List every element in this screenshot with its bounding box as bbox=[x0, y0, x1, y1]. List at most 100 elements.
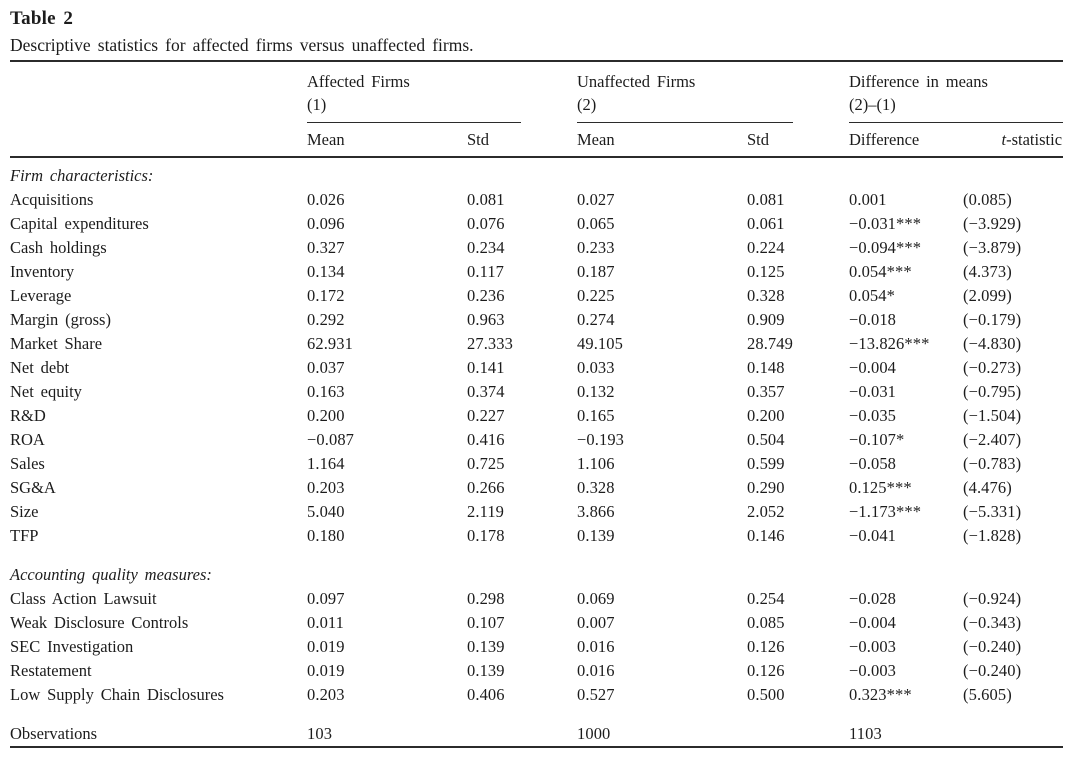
row-label: Cash holdings bbox=[10, 238, 107, 257]
table-cell: −0.087 bbox=[307, 430, 355, 449]
row-label: Capital expenditures bbox=[10, 214, 149, 233]
table-row: R&D 0.200 0.227 0.165 0.200 −0.035 (−1.504) bbox=[10, 404, 1063, 428]
table-cell: 0.139 bbox=[467, 661, 505, 680]
table-cell: 0.203 bbox=[307, 685, 345, 704]
table-cell: (−2.407) bbox=[963, 430, 1022, 449]
table-cell: 27.333 bbox=[467, 334, 513, 353]
table-cell: (4.476) bbox=[963, 478, 1012, 497]
section-header: Firm characteristics: bbox=[10, 166, 154, 185]
col-header-difference: Difference bbox=[849, 124, 963, 158]
table-cell: 0.146 bbox=[747, 526, 785, 545]
table-cell: 0.096 bbox=[307, 214, 345, 233]
table-cell: (0.085) bbox=[963, 190, 1012, 209]
table-cell: 0.148 bbox=[747, 358, 785, 377]
table-cell: 28.749 bbox=[747, 334, 793, 353]
row-label: SEC Investigation bbox=[10, 637, 134, 656]
row-label: Margin (gross) bbox=[10, 310, 111, 329]
table-cell: (2.099) bbox=[963, 286, 1012, 305]
group-header-unaffected: Unaffected Firms (2) bbox=[577, 61, 849, 124]
table-row: Sales 1.164 0.725 1.106 0.599 −0.058 (−0.783) bbox=[10, 452, 1063, 476]
table-row: Weak Disclosure Controls 0.011 0.107 0.007 0… bbox=[10, 611, 1063, 635]
table-cell: 0.200 bbox=[307, 406, 345, 425]
table-cell: 0.225 bbox=[577, 286, 615, 305]
empty-corner-cell bbox=[10, 61, 307, 124]
table-cell: 0.065 bbox=[577, 214, 615, 233]
group-difference-number: (2)–(1) bbox=[849, 95, 896, 114]
table-cell: (−5.331) bbox=[963, 502, 1022, 521]
table-cell: 0.139 bbox=[577, 526, 615, 545]
table-cell: 0.203 bbox=[307, 478, 345, 497]
group-header-affected: Affected Firms (1) bbox=[307, 61, 577, 124]
table-cell: −13.826*** bbox=[849, 334, 930, 353]
table-cell: 0.909 bbox=[747, 310, 785, 329]
table-cell: (−3.879) bbox=[963, 238, 1022, 257]
row-label: Leverage bbox=[10, 286, 72, 305]
row-label: ROA bbox=[10, 430, 45, 449]
table-cell: (−0.240) bbox=[963, 661, 1022, 680]
table-cell: 0.016 bbox=[577, 661, 615, 680]
table-cell: 0.085 bbox=[747, 613, 785, 632]
table-cell: 0.007 bbox=[577, 613, 615, 632]
table-cell: 0.026 bbox=[307, 190, 345, 209]
table-cell: −0.004 bbox=[849, 358, 897, 377]
descriptive-statistics-table: Affected Firms (1) Unaffected Firms (2) … bbox=[10, 60, 1064, 748]
table-cell: (−0.343) bbox=[963, 613, 1022, 632]
table-cell: 0.323*** bbox=[849, 685, 912, 704]
group-affected-number: (1) bbox=[307, 95, 327, 114]
table-title: Table 2 bbox=[10, 8, 74, 29]
group-header-row: Affected Firms (1) Unaffected Firms (2) … bbox=[10, 61, 1064, 124]
table-cell: 0.266 bbox=[467, 478, 505, 497]
table-cell: 0.061 bbox=[747, 214, 785, 233]
table-cell: 103 bbox=[307, 724, 333, 743]
table-cell: −0.058 bbox=[849, 454, 897, 473]
col-header-unaffected-std: Std bbox=[747, 124, 849, 158]
table-cell: 0.011 bbox=[307, 613, 345, 632]
spacer-row bbox=[10, 707, 1063, 722]
table-cell: 0.292 bbox=[307, 310, 345, 329]
group-affected-label: Affected Firms bbox=[307, 72, 410, 91]
table-cell: 0.504 bbox=[747, 430, 785, 449]
table-row: ROA −0.087 0.416 −0.193 0.504 −0.107* (−2.407) bbox=[10, 428, 1063, 452]
table-cell: 0.165 bbox=[577, 406, 615, 425]
table-row: Margin (gross) 0.292 0.963 0.274 0.909 −0.018… bbox=[10, 308, 1063, 332]
table-row: Low Supply Chain Disclosures 0.203 0.406 0.… bbox=[10, 683, 1063, 707]
col-header-t-statistic: t-statistic bbox=[963, 124, 1064, 158]
table-cell bbox=[963, 722, 1063, 747]
table-cell: 0.236 bbox=[467, 286, 505, 305]
table-cell: (−0.924) bbox=[963, 589, 1022, 608]
table-cell: 1.164 bbox=[307, 454, 345, 473]
table-cell: (−0.240) bbox=[963, 637, 1022, 656]
table-cell: 5.040 bbox=[307, 502, 345, 521]
table-cell: 0.054* bbox=[849, 286, 895, 305]
table-cell: (−1.504) bbox=[963, 406, 1022, 425]
table-cell: (−0.783) bbox=[963, 454, 1022, 473]
table-cell: (4.373) bbox=[963, 262, 1012, 281]
table-cell: 0.001 bbox=[849, 190, 887, 209]
table-cell: 3.866 bbox=[577, 502, 615, 521]
table-cell: (−1.828) bbox=[963, 526, 1022, 545]
section-header-row: Firm characteristics: bbox=[10, 157, 1063, 188]
section-header-row: Accounting quality measures: bbox=[10, 563, 1063, 587]
col-header-affected-mean: Mean bbox=[307, 124, 467, 158]
sub-header-row: Mean Std Mean Std Difference t-statistic bbox=[10, 124, 1064, 158]
table-cell: 0.107 bbox=[467, 613, 505, 632]
table-cell: 0.328 bbox=[577, 478, 615, 497]
table-cell: −0.018 bbox=[849, 310, 897, 329]
row-label: Size bbox=[10, 502, 39, 521]
observations-row: Observations 103 1000 1103 bbox=[10, 722, 1063, 747]
table-row: Capital expenditures 0.096 0.076 0.065 0.061… bbox=[10, 212, 1063, 236]
table-cell: 0.599 bbox=[747, 454, 785, 473]
empty-corner-cell bbox=[10, 124, 307, 158]
table-cell: (−4.830) bbox=[963, 334, 1022, 353]
table-cell: −0.003 bbox=[849, 661, 897, 680]
col-header-affected-std: Std bbox=[467, 124, 577, 158]
table-cell: 0.963 bbox=[467, 310, 505, 329]
table-row: Class Action Lawsuit 0.097 0.298 0.069 0.254… bbox=[10, 587, 1063, 611]
table-cell: 0.097 bbox=[307, 589, 345, 608]
table-row: SG&A 0.203 0.266 0.328 0.290 0.125*** (4.476) bbox=[10, 476, 1063, 500]
table-row: Net equity 0.163 0.374 0.132 0.357 −0.031 (−0.… bbox=[10, 380, 1063, 404]
table-cell: 49.105 bbox=[577, 334, 623, 353]
table-cell: 0.327 bbox=[307, 238, 345, 257]
row-label: TFP bbox=[10, 526, 39, 545]
table-cell: 0.187 bbox=[577, 262, 615, 281]
